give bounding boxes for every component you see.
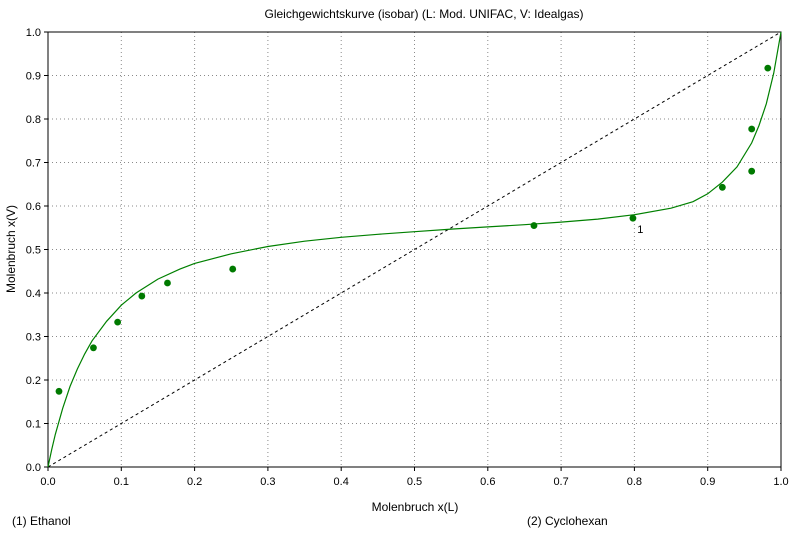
x-tick-label: 0.1 bbox=[114, 476, 129, 488]
data-point bbox=[90, 344, 97, 352]
data-point bbox=[55, 387, 63, 395]
x-tick-label: 0.4 bbox=[334, 476, 349, 488]
x-tick-label: 0.2 bbox=[187, 476, 202, 488]
x-tick-label: 0.9 bbox=[700, 476, 715, 488]
data-point bbox=[229, 265, 237, 273]
x-axis: 0.0 0.1 0.2 0.3 0.4 0.5 0.6 0.7 0.8 0.9 1.0 bbox=[40, 467, 789, 488]
data-point bbox=[629, 214, 637, 222]
y-tick-label: 0.9 bbox=[26, 71, 41, 83]
data-point bbox=[718, 183, 726, 191]
x-tick-label: 0.6 bbox=[480, 476, 495, 488]
x-tick-label: 0.3 bbox=[260, 476, 275, 488]
data-point bbox=[748, 167, 756, 175]
data-point bbox=[530, 222, 538, 229]
x-tick-label: 0.7 bbox=[553, 476, 568, 488]
y-tick-label: 0.5 bbox=[26, 245, 41, 257]
data-point bbox=[164, 279, 171, 287]
data-points bbox=[55, 64, 772, 395]
x-tick-label: 1.0 bbox=[773, 476, 788, 488]
y-tick-label: 1.0 bbox=[26, 27, 41, 39]
y-tick-label: 0.6 bbox=[26, 201, 41, 213]
y-tick-label: 0.4 bbox=[26, 288, 41, 300]
x-axis-label: Molenbruch x(L) bbox=[372, 500, 459, 514]
y-tick-label: 0.3 bbox=[26, 332, 41, 344]
chart-title: Gleichgewichtskurve (isobar) (L: Mod. UN… bbox=[264, 7, 583, 21]
y-tick-label: 0.7 bbox=[26, 158, 41, 170]
y-axis-label: Molenbruch x(V) bbox=[4, 205, 18, 293]
data-point bbox=[114, 318, 122, 326]
component-2-label: (2) Cyclohexan bbox=[527, 514, 608, 528]
diagonal-line bbox=[47, 31, 782, 468]
data-point bbox=[764, 64, 772, 72]
y-tick-label: 0.2 bbox=[26, 375, 41, 387]
y-tick-label: 0.8 bbox=[26, 114, 41, 126]
x-tick-label: 0.0 bbox=[40, 476, 55, 488]
y-tick-label: 0.0 bbox=[26, 462, 41, 474]
component-1-label: (1) Ethanol bbox=[12, 514, 71, 528]
equilibrium-curve bbox=[47, 31, 782, 468]
point-label: 1 bbox=[637, 224, 643, 236]
data-point bbox=[138, 292, 146, 300]
x-tick-label: 0.8 bbox=[627, 476, 642, 488]
grid bbox=[48, 32, 781, 467]
y-tick-label: 0.1 bbox=[26, 419, 41, 431]
data-point bbox=[748, 125, 756, 133]
y-axis: 0.0 0.1 0.2 0.3 0.4 0.5 0.6 0.7 0.8 0.9 1.0 bbox=[26, 27, 48, 474]
x-tick-label: 0.5 bbox=[407, 476, 422, 488]
